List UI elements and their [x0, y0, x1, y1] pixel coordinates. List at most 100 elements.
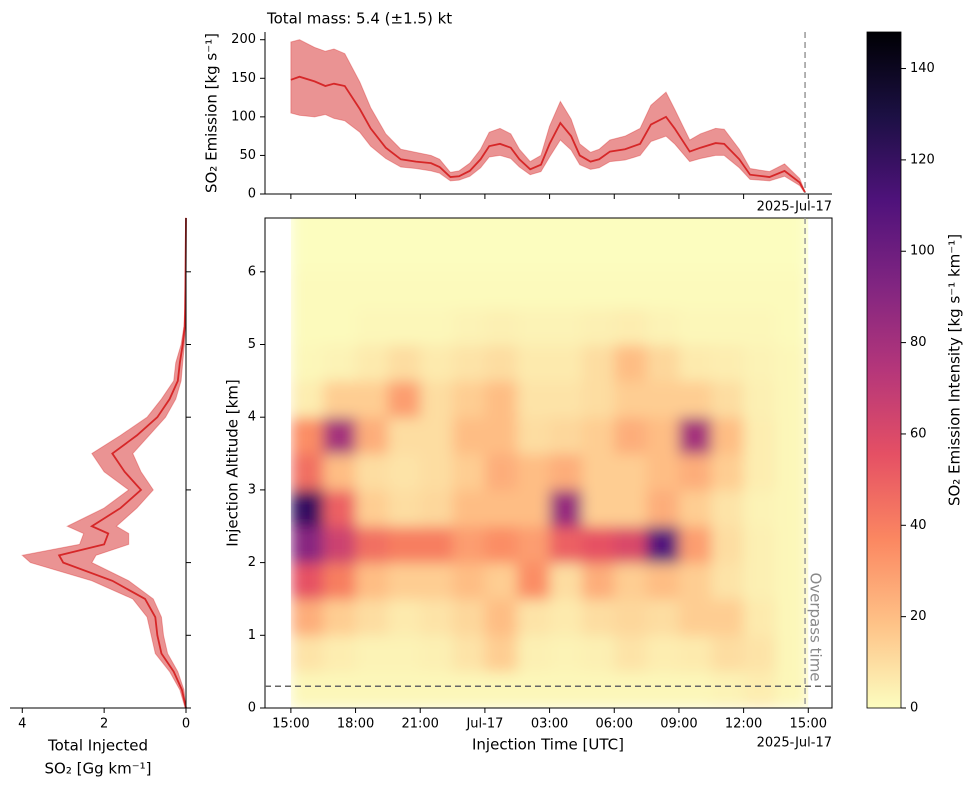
heatmap-cell: [678, 235, 712, 273]
heatmap-cell: [420, 671, 454, 708]
colorbar-tick-label: 40: [910, 518, 927, 533]
heatmap-cell: [743, 380, 777, 418]
x-tick-label: 4: [18, 717, 26, 732]
heatmap-cell: [420, 635, 454, 673]
heatmap-cell: [517, 671, 551, 708]
heatmap-cell: [387, 380, 421, 418]
heatmap-cell: [355, 635, 389, 673]
heatmap-cell: [711, 453, 745, 491]
heatmap-cell: [355, 380, 389, 418]
heatmap-cell: [452, 308, 486, 345]
top-offset-label: 2025-Jul-17: [757, 200, 832, 215]
heatmap-cell: [614, 271, 648, 309]
top-y-label: SO₂ Emission [kg s⁻¹]: [203, 33, 221, 193]
heatmap-cell: [549, 671, 583, 708]
heatmap-cell: [355, 308, 389, 345]
heatmap-cell: [387, 453, 421, 491]
left-x-label: SO₂ [Gg km⁻¹]: [45, 760, 152, 778]
heatmap-cell: [452, 453, 486, 491]
heatmap-cell: [581, 218, 615, 236]
x-tick-label: 18:00: [337, 717, 374, 732]
heatmap-cell: [517, 235, 551, 273]
y-tick-label: 1: [248, 628, 256, 643]
heatmap-cell: [581, 526, 615, 564]
heatmap-cell: [517, 380, 551, 418]
heatmap-cell: [614, 526, 648, 564]
heatmap-cell: [290, 635, 324, 673]
heatmap-cell: [420, 271, 454, 309]
heatmap-cell: [646, 526, 680, 564]
heatmap: [265, 218, 832, 708]
colorbar-label: SO₂ Emission Intensity [kg s⁻¹ km⁻¹]: [946, 234, 964, 506]
background: [808, 218, 832, 708]
y-tick-label: 0: [248, 701, 256, 716]
heatmap-cell: [549, 380, 583, 418]
main-offset-label: 2025-Jul-17: [757, 736, 832, 751]
heatmap-cell: [549, 218, 583, 236]
y-tick-label: 50: [239, 148, 256, 163]
heatmap-cell: [581, 344, 615, 382]
heatmap-cell: [517, 417, 551, 455]
heatmap-cell: [646, 453, 680, 491]
heatmap-cell: [743, 453, 777, 491]
heatmap-cell: [678, 380, 712, 418]
heatmap-cell: [355, 562, 389, 600]
colorbar-tick-label: 60: [910, 426, 927, 441]
heatmap-cell: [323, 671, 357, 708]
heatmap-cell: [743, 271, 777, 309]
heatmap-cell: [646, 308, 680, 345]
heatmap-cell: [517, 598, 551, 636]
heatmap-cell: [775, 380, 809, 418]
heatmap-cell: [711, 562, 745, 600]
y-tick-label: 5: [248, 337, 256, 352]
heatmap-cell: [290, 308, 324, 345]
heatmap-cell: [355, 598, 389, 636]
heatmap-cell: [678, 635, 712, 673]
heatmap-cell: [387, 671, 421, 708]
colorbar-tick-label: 80: [910, 335, 927, 350]
background: [265, 218, 291, 708]
uncertainty-band: [21, 217, 187, 709]
heatmap-cell: [484, 218, 518, 236]
heatmap-cell: [775, 598, 809, 636]
heatmap-cell: [581, 308, 615, 345]
heatmap-cell: [517, 489, 551, 527]
heatmap-cell: [678, 308, 712, 345]
heatmap-cell: [678, 271, 712, 309]
heatmap-cell: [484, 344, 518, 382]
heatmap-cell: [452, 489, 486, 527]
heatmap-cell: [549, 271, 583, 309]
heatmap-cell: [581, 671, 615, 708]
heatmap-cell: [743, 526, 777, 564]
heatmap-cell: [484, 271, 518, 309]
heatmap-cell: [581, 635, 615, 673]
heatmap-cell: [420, 344, 454, 382]
heatmap-cell: [775, 417, 809, 455]
heatmap-cell: [323, 562, 357, 600]
heatmap-cell: [743, 344, 777, 382]
heatmap-cell: [517, 453, 551, 491]
heatmap-cell: [323, 417, 357, 455]
heatmap-cell: [484, 489, 518, 527]
heatmap-cell: [581, 598, 615, 636]
heatmap-cell: [775, 562, 809, 600]
uncertainty-band: [290, 39, 806, 195]
heatmap-cell: [452, 235, 486, 273]
heatmap-cell: [646, 235, 680, 273]
heatmap-cell: [775, 635, 809, 673]
heatmap-cell: [581, 453, 615, 491]
heatmap-cell: [549, 453, 583, 491]
heatmap-cell: [743, 671, 777, 708]
heatmap-cell: [743, 235, 777, 273]
heatmap-cell: [711, 344, 745, 382]
heatmap-cell: [484, 635, 518, 673]
heatmap-cell: [323, 635, 357, 673]
heatmap-cell: [484, 380, 518, 418]
heatmap-cell: [355, 235, 389, 273]
heatmap-cell: [290, 344, 324, 382]
heatmap-cell: [711, 380, 745, 418]
heatmap-cell: [323, 598, 357, 636]
colorbar: [866, 31, 902, 709]
heatmap-cell: [290, 417, 324, 455]
